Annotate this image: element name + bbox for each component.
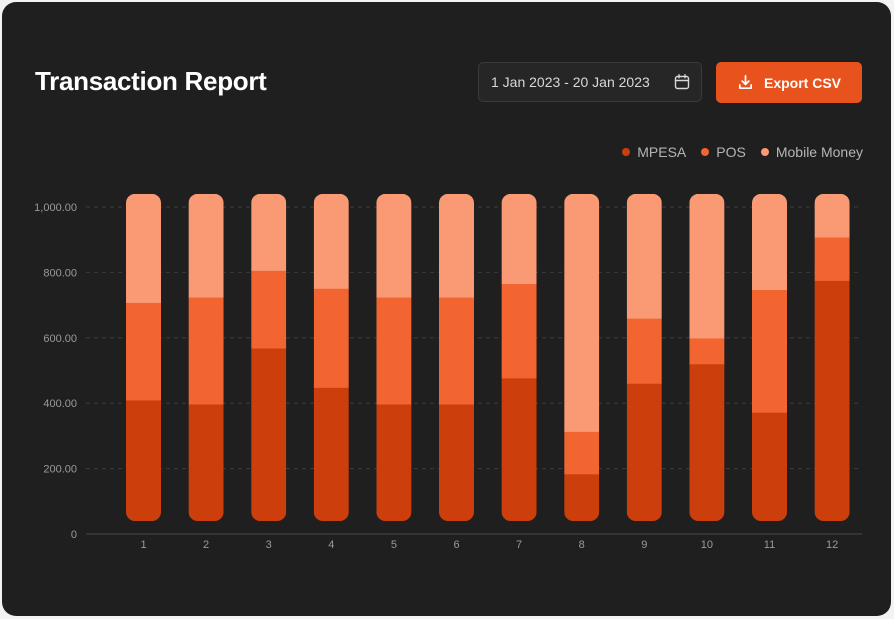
bar-stack-5 [376, 193, 412, 521]
calendar-icon [674, 74, 690, 90]
page-title: Transaction Report [35, 66, 267, 96]
y-tick-label: 400.00 [43, 398, 77, 410]
bar-segment-pos-4 [313, 288, 349, 388]
bar-stack-10 [689, 193, 725, 521]
bar-segment-mobile-money-8 [564, 193, 600, 432]
bar-stack-3 [251, 193, 287, 521]
bar-segment-pos-2 [188, 297, 224, 405]
bar-stack-1 [126, 193, 161, 521]
bar-segment-pos-1 [126, 302, 161, 401]
bar-stack-6 [439, 193, 474, 521]
bar-segment-pos-9 [626, 318, 662, 384]
bar-segment-pos-3 [251, 270, 287, 349]
y-tick-label: 200.00 [43, 464, 77, 476]
bars-layer [126, 193, 850, 521]
bar-stack-11 [752, 193, 787, 521]
legend-item-mobile-money[interactable]: Mobile Money [760, 144, 863, 160]
legend-item-pos[interactable]: POS [701, 144, 746, 160]
y-tick-label: 0 [71, 529, 77, 541]
bar-segment-pos-11 [752, 289, 787, 413]
legend-label-mpesa: MPESA [637, 144, 687, 160]
download-icon [738, 75, 753, 90]
bar-segment-mobile-money-9 [626, 193, 662, 319]
bar-segment-mpesa-12 [814, 280, 850, 521]
x-tick-label: 10 [701, 539, 713, 551]
bar-segment-mpesa-8 [564, 473, 600, 521]
bar-segment-mpesa-6 [439, 404, 474, 521]
legend-item-mpesa[interactable]: MPESA [622, 144, 686, 160]
x-tick-label: 11 [764, 539, 775, 551]
bar-stack-9 [626, 193, 662, 521]
legend-dot-pos [701, 148, 710, 156]
bar-stack-4 [313, 193, 349, 521]
x-tick-label: 3 [266, 539, 272, 551]
bar-segment-mobile-money-6 [439, 193, 474, 298]
bar-segment-mpesa-1 [126, 399, 161, 521]
bar-segment-mobile-money-11 [752, 193, 787, 291]
bar-stack-2 [188, 193, 224, 521]
bar-segment-pos-10 [689, 337, 725, 365]
bar-segment-mpesa-9 [626, 383, 662, 521]
bar-stack-8 [564, 193, 600, 521]
x-tick-label: 2 [203, 539, 209, 551]
chart-legend: MPESA POS Mobile Money [622, 144, 863, 160]
y-tick-label: 1,000.00 [34, 202, 77, 214]
bar-segment-mpesa-3 [251, 348, 287, 521]
x-tick-label: 6 [453, 539, 459, 551]
x-tick-label: 4 [328, 539, 334, 551]
bar-segment-mobile-money-1 [126, 193, 161, 303]
x-tick-label: 8 [579, 539, 585, 551]
bar-segment-mobile-money-12 [814, 193, 850, 238]
bar-segment-mpesa-10 [689, 363, 725, 521]
date-range-picker[interactable]: 1 Jan 2023 - 20 Jan 2023 [478, 62, 702, 102]
bar-segment-mobile-money-7 [501, 193, 537, 285]
bar-segment-mobile-money-3 [251, 193, 287, 271]
legend-label-pos: POS [716, 144, 746, 160]
bar-segment-pos-7 [501, 283, 537, 379]
x-tick-label: 7 [516, 539, 522, 551]
bar-segment-pos-12 [814, 237, 850, 281]
y-tick-label: 600.00 [43, 333, 77, 345]
x-tick-label: 5 [391, 539, 397, 551]
bar-segment-mpesa-2 [188, 404, 224, 521]
bar-segment-mpesa-5 [376, 404, 412, 521]
bar-segment-pos-6 [439, 297, 474, 405]
export-csv-label: Export CSV [763, 74, 841, 91]
date-range-value: 1 Jan 2023 - 20 Jan 2023 [491, 74, 650, 90]
bar-segment-mpesa-7 [501, 377, 537, 521]
x-tick-label: 1 [140, 539, 146, 551]
bar-segment-mobile-money-2 [188, 193, 224, 298]
bar-segment-mpesa-11 [752, 412, 787, 521]
bar-segment-pos-5 [376, 297, 412, 405]
bar-stack-12 [814, 193, 850, 521]
x-tick-label: 9 [641, 539, 647, 551]
bar-segment-mobile-money-10 [689, 193, 725, 339]
bar-stack-7 [501, 193, 537, 521]
legend-dot-mobile-money [760, 148, 769, 156]
y-tick-label: 800.00 [43, 267, 77, 279]
bar-segment-mobile-money-4 [313, 193, 349, 289]
x-tick-label: 12 [826, 539, 838, 551]
bar-segment-pos-8 [564, 431, 600, 475]
legend-dot-mpesa [622, 148, 631, 156]
bar-segment-mpesa-4 [313, 387, 349, 521]
bar-segment-mobile-money-5 [376, 193, 412, 298]
export-csv-button[interactable]: Export CSV [716, 62, 862, 103]
legend-label-mobile-money: Mobile Money [775, 144, 863, 160]
